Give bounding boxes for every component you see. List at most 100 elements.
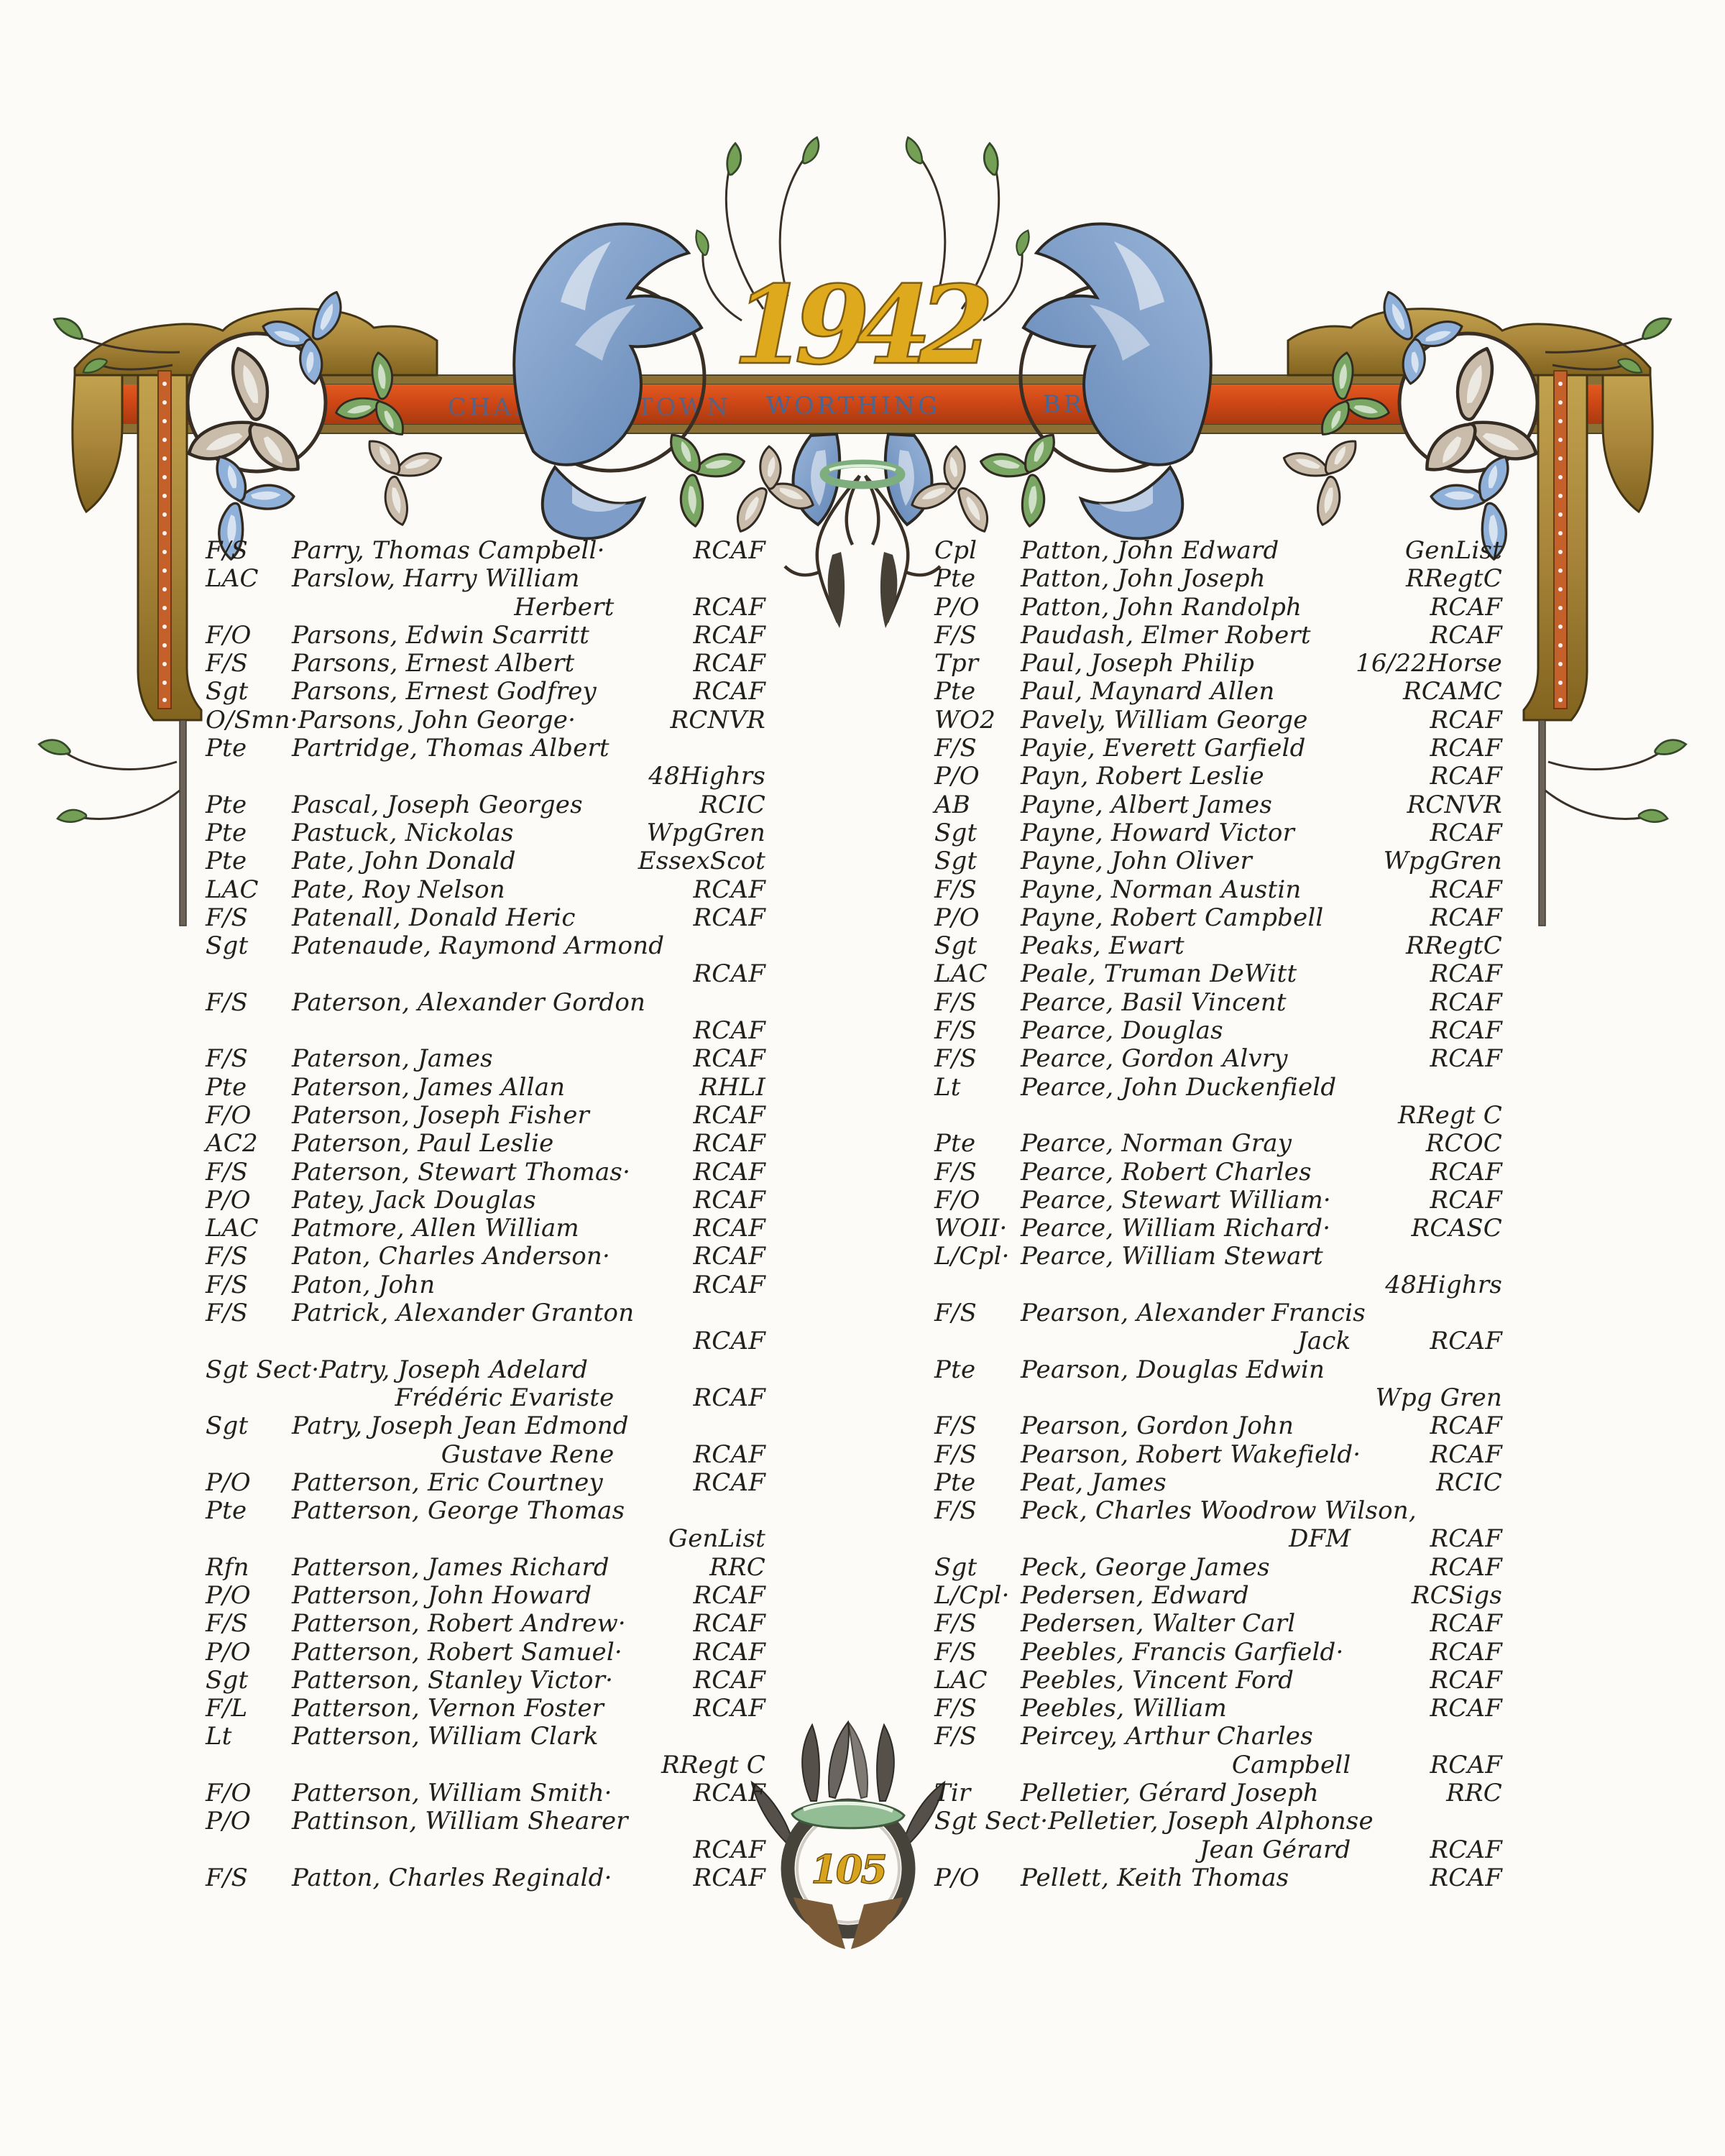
entry-unit: RRC: [1446, 1779, 1502, 1808]
entry-name: Patenaude, Raymond Armond: [292, 931, 665, 961]
entry-unit: RCAF: [1430, 1552, 1502, 1582]
entry-rank: Lt: [206, 1722, 232, 1751]
memorial-entry-row: F/S Patton, Charles Reginald· RCAF: [206, 1864, 765, 1892]
entry-rank: F/S: [934, 1299, 977, 1328]
entry-rank: Tpr: [934, 649, 979, 678]
green-droplet-icon: [692, 227, 712, 257]
entry-unit: RCIC: [699, 790, 765, 819]
entry-unit: RCAF: [1430, 1637, 1502, 1667]
entry-unit: RCAF: [1430, 818, 1502, 847]
entry-unit: RCAF: [693, 1242, 765, 1271]
entry-rank: Pte: [206, 818, 247, 847]
memorial-entry-row: Pte Pascal, Joseph Georges RCIC: [206, 791, 765, 819]
entry-unit: RCAMC: [1403, 677, 1502, 706]
entry-name: Patterson, Stanley Victor·: [292, 1665, 614, 1695]
memorial-entry-row: Sgt Patterson, Stanley Victor· RCAF: [206, 1665, 765, 1695]
entry-name: Pellett, Keith Thomas: [1021, 1863, 1289, 1892]
entry-unit: 48Highrs: [648, 762, 765, 791]
memorial-entry-row: Sgt Patenaude, Raymond Armond: [206, 931, 765, 961]
entry-name: Patterson, William Smith·: [292, 1779, 612, 1808]
memorial-entry-row: WOII· Pearce, William Richard· RCASC: [934, 1214, 1502, 1243]
entry-unit: RCAF: [1430, 1411, 1502, 1441]
entry-name: Paterson, James: [292, 1044, 493, 1074]
entry-name: Payne, Howard Victor: [1021, 818, 1295, 847]
memorial-entry-row: F/S Pearce, Robert Charles RCAF: [934, 1157, 1502, 1187]
memorial-entry-row: F/O Paterson, Joseph Fisher RCAF: [206, 1101, 765, 1130]
memorial-entry-row: Sgt Sect· Pelletier, Joseph Alphonse: [934, 1807, 1502, 1835]
entry-unit: EssexScot: [638, 847, 765, 876]
memorial-entry-row: F/S Pearson, Robert Wakefield· RCAF: [934, 1440, 1502, 1469]
memorial-entry-row: P/O Patterson, John Howard RCAF: [206, 1581, 765, 1610]
entry-name: Pearce, William Stewart: [1021, 1242, 1323, 1271]
entry-continuation-row: RCAF: [206, 1016, 765, 1045]
entry-rank: F/S: [206, 649, 248, 678]
entry-unit: RCAF: [693, 1157, 765, 1187]
memorial-entry-row: Sgt Sect· Patry, Joseph Adelard: [206, 1355, 765, 1384]
entry-name: Patterson, Robert Andrew·: [292, 1609, 626, 1639]
blue-acanthus-icon: [540, 464, 647, 540]
entry-rank: P/O: [934, 762, 980, 791]
entry-name: Pattinson, William Shearer: [292, 1807, 628, 1836]
entry-name: Campbell: [1231, 1750, 1351, 1779]
entry-continuation-row: Wpg Gren: [934, 1383, 1502, 1412]
entry-rank: F/S: [934, 620, 977, 650]
entry-name: Payie, Everett Garfield: [1021, 734, 1306, 763]
entry-rank: Pte: [206, 1072, 247, 1102]
entry-continuation-row: 48Highrs: [934, 1271, 1502, 1299]
entry-name: Patenall, Donald Heric: [292, 903, 576, 932]
entry-unit: RCAF: [1430, 1327, 1502, 1356]
entry-unit: RCAF: [693, 1694, 765, 1723]
memorial-entry-row: F/S Parsons, Ernest Albert RCAF: [206, 649, 765, 678]
entry-name: Paudash, Elmer Robert: [1021, 620, 1311, 650]
entry-rank: WO2: [934, 705, 996, 734]
memorial-entry-row: Pte Paul, Maynard Allen RCAMC: [934, 677, 1502, 706]
entry-rank: P/O: [934, 592, 980, 622]
entry-name: Peaks, Ewart: [1021, 931, 1184, 961]
banner-place-charlottetown: CHARLOTTETOWN: [448, 393, 731, 422]
entry-rank: Sgt: [206, 1665, 249, 1695]
entry-name: Gustave Rene: [441, 1439, 615, 1469]
entry-unit: GenList: [1404, 536, 1502, 565]
entry-continuation-row: RCAF: [206, 1835, 765, 1864]
memorial-entry-row: Tir Pelletier, Gérard Joseph RRC: [934, 1779, 1502, 1807]
entry-rank: L/Cpl·: [934, 1580, 1010, 1610]
entry-rank: WOII·: [934, 1214, 1008, 1243]
banner-place-worthing: WORTHING: [766, 392, 941, 420]
entry-name: Paul, Maynard Allen: [1021, 677, 1275, 706]
entry-rank: LAC: [934, 959, 988, 989]
entry-rank: F/S: [934, 1157, 977, 1187]
entry-name: Peebles, Vincent Ford: [1021, 1665, 1294, 1695]
green-trefoil-icon: [668, 424, 754, 530]
entry-name: Pearce, Robert Charles: [1021, 1157, 1312, 1187]
entry-rank: LAC: [934, 1665, 988, 1695]
memorial-entry-row: O/Smn· Parsons, John George· RCNVR: [206, 706, 765, 734]
entry-rank: P/O: [934, 1863, 980, 1892]
entry-continuation-row: RRegt C: [934, 1101, 1502, 1130]
entry-name: Peat, James: [1021, 1468, 1167, 1497]
memorial-entry-row: P/O Payne, Robert Campbell RCAF: [934, 903, 1502, 932]
entry-unit: RCAF: [693, 536, 765, 565]
entry-unit: RCASC: [1411, 1214, 1502, 1243]
memorial-entry-row: F/S Peck, Charles Woodrow Wilson,: [934, 1496, 1502, 1525]
entry-unit: RCAF: [1430, 1185, 1502, 1215]
entry-continuation-row: DFM RCAF: [934, 1524, 1502, 1553]
entry-name: Patterson, Eric Courtney: [292, 1468, 603, 1497]
entry-name: Payne, Robert Campbell: [1021, 903, 1324, 932]
entry-continuation-row: RCAF: [206, 959, 765, 988]
entry-unit: RCAF: [1430, 1863, 1502, 1892]
entry-rank: F/S: [934, 987, 977, 1017]
memorial-entry-row: Lt Patterson, William Clark: [206, 1722, 765, 1751]
memorial-entry-row: Sgt Peaks, Ewart RRegtC: [934, 931, 1502, 961]
entry-unit: RCNVR: [1407, 790, 1502, 819]
entry-name: Pearson, Gordon John: [1021, 1411, 1294, 1441]
entry-rank: Sgt: [934, 847, 978, 876]
memorial-entry-row: P/O Pellett, Keith Thomas RCAF: [934, 1864, 1502, 1892]
memorial-entry-row: Pte Pearson, Douglas Edwin: [934, 1355, 1502, 1384]
memorial-entry-row: F/S Patrick, Alexander Granton: [206, 1299, 765, 1327]
entry-rank: F/O: [934, 1185, 980, 1215]
memorial-entry-row: F/S Patterson, Robert Andrew· RCAF: [206, 1609, 765, 1639]
entry-rank: O/Smn·: [206, 705, 298, 734]
entry-rank: F/S: [206, 536, 248, 565]
entry-name: Pearce, Douglas: [1021, 1016, 1223, 1046]
entry-unit: WpgGren: [1383, 847, 1502, 876]
